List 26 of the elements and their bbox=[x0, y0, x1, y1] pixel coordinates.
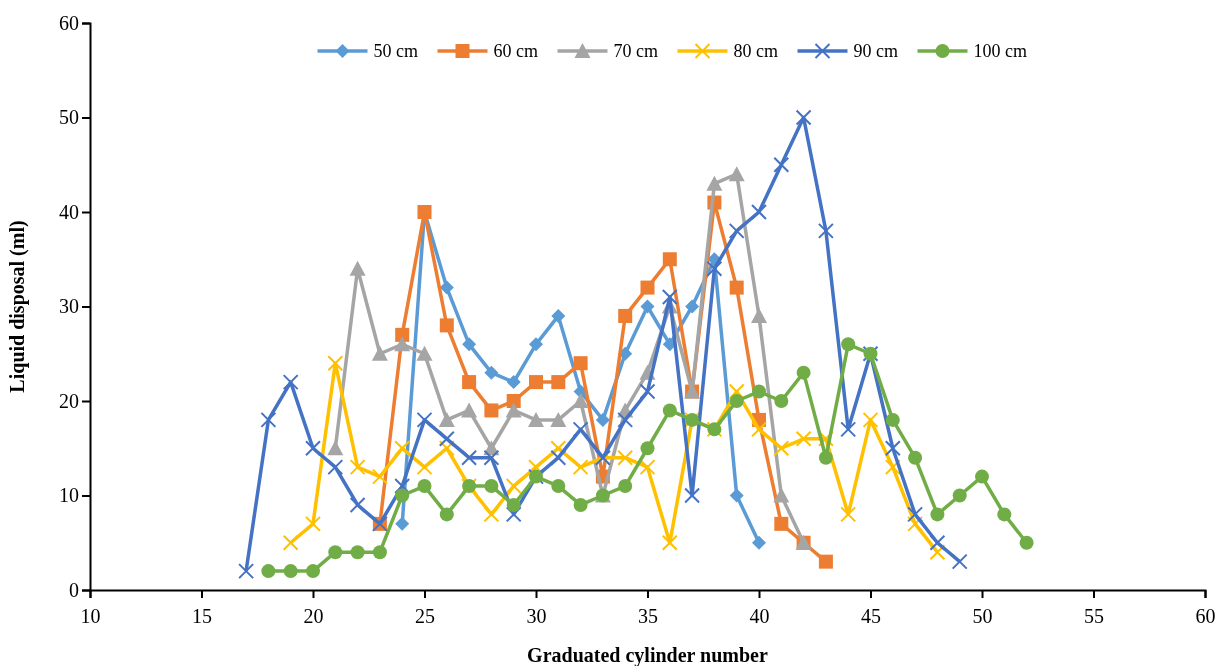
y-tick-label: 60 bbox=[59, 11, 79, 34]
legend-label: 80 cm bbox=[733, 41, 778, 62]
y-tick-label: 40 bbox=[59, 200, 79, 223]
x-tick-label: 35 bbox=[638, 605, 658, 627]
x-tick-label: 20 bbox=[303, 605, 324, 627]
legend-label: 60 cm bbox=[493, 41, 538, 62]
x-tick-label: 40 bbox=[749, 605, 770, 627]
y-tick-label: 50 bbox=[59, 106, 79, 129]
y-axis-title: Liquid disposal (ml) bbox=[6, 220, 29, 393]
legend-label: 50 cm bbox=[373, 41, 418, 62]
x-tick-label: 30 bbox=[526, 605, 547, 627]
y-tick-label: 10 bbox=[59, 484, 79, 507]
x-tick-label: 45 bbox=[861, 605, 881, 627]
x-tick-label: 25 bbox=[415, 605, 435, 627]
y-tick-label: 20 bbox=[59, 389, 79, 412]
y-tick-label: 0 bbox=[69, 578, 79, 601]
x-tick-label: 50 bbox=[972, 605, 993, 627]
x-axis-title: Graduated cylinder number bbox=[527, 644, 768, 666]
legend-label: 90 cm bbox=[853, 41, 898, 62]
x-tick-label: 10 bbox=[80, 605, 101, 627]
legend-label: 100 cm bbox=[973, 41, 1027, 62]
legend-label: 70 cm bbox=[613, 41, 658, 62]
x-tick-label: 55 bbox=[1084, 605, 1104, 627]
x-tick-label: 60 bbox=[1195, 605, 1216, 627]
x-tick-label: 15 bbox=[192, 605, 212, 627]
y-tick-label: 30 bbox=[59, 295, 79, 318]
